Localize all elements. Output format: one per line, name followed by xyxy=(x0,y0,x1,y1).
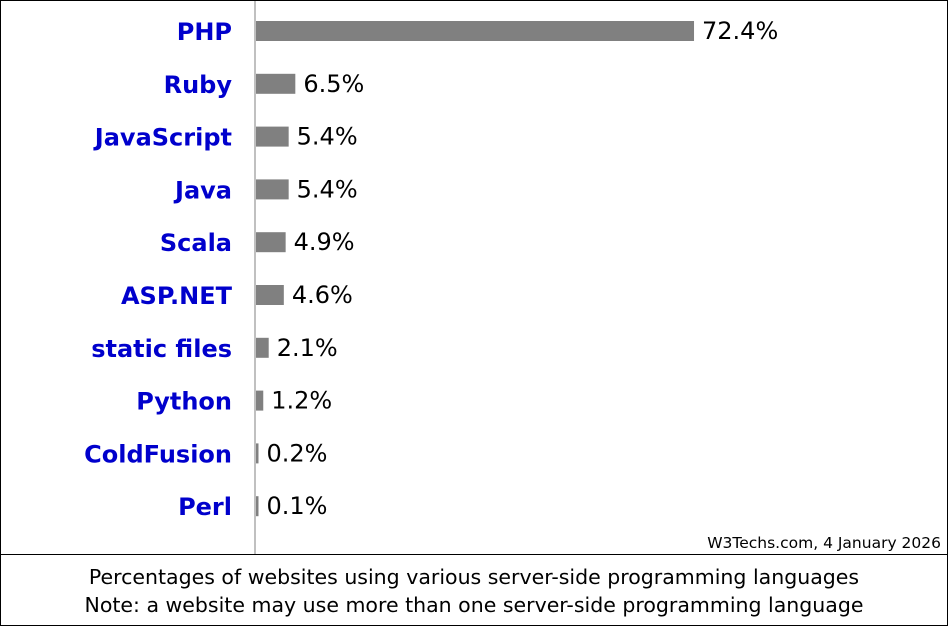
value-label: 0.2% xyxy=(267,439,328,467)
bar xyxy=(256,391,263,411)
bar xyxy=(256,338,269,358)
source-note: W3Techs.com, 4 January 2026 xyxy=(707,534,941,552)
category-label: ASP.NET xyxy=(121,282,233,310)
value-label: 4.9% xyxy=(294,228,355,256)
category-label: Scala xyxy=(160,229,232,257)
category-label: Java xyxy=(173,176,232,204)
value-label: 0.1% xyxy=(267,492,328,520)
bar xyxy=(256,179,289,199)
value-label: 1.2% xyxy=(271,387,332,415)
bar xyxy=(256,232,286,252)
chart-caption: Percentages of websites using various se… xyxy=(1,556,947,625)
bar xyxy=(256,496,259,516)
value-label: 4.6% xyxy=(292,281,353,309)
chart-area: PHP 72.4% Ruby 6.5% JavaScript 5.4% Java 5.4% Sc… xyxy=(1,1,947,554)
bar-chart: PHP 72.4% Ruby 6.5% JavaScript 5.4% Java 5.4% Sc… xyxy=(1,1,947,554)
bar xyxy=(256,74,295,94)
value-label: 2.1% xyxy=(277,334,338,362)
bar xyxy=(256,443,259,463)
caption-line-1: Percentages of websites using various se… xyxy=(89,563,859,591)
value-label: 6.5% xyxy=(303,70,364,98)
category-label: JavaScript xyxy=(93,124,232,152)
category-label: PHP xyxy=(177,18,232,46)
category-label: static files xyxy=(91,335,232,363)
category-label: Ruby xyxy=(164,71,233,99)
caption-line-2: Note: a website may use more than one se… xyxy=(85,591,864,619)
category-label: Python xyxy=(136,388,232,416)
category-label: Perl xyxy=(178,493,232,521)
bar xyxy=(256,21,694,41)
category-label: ColdFusion xyxy=(84,440,232,468)
value-label: 72.4% xyxy=(702,17,778,45)
value-label: 5.4% xyxy=(297,175,358,203)
value-label: 5.4% xyxy=(297,123,358,151)
bar xyxy=(256,127,289,147)
bar xyxy=(256,285,284,305)
caption-divider xyxy=(1,554,947,555)
